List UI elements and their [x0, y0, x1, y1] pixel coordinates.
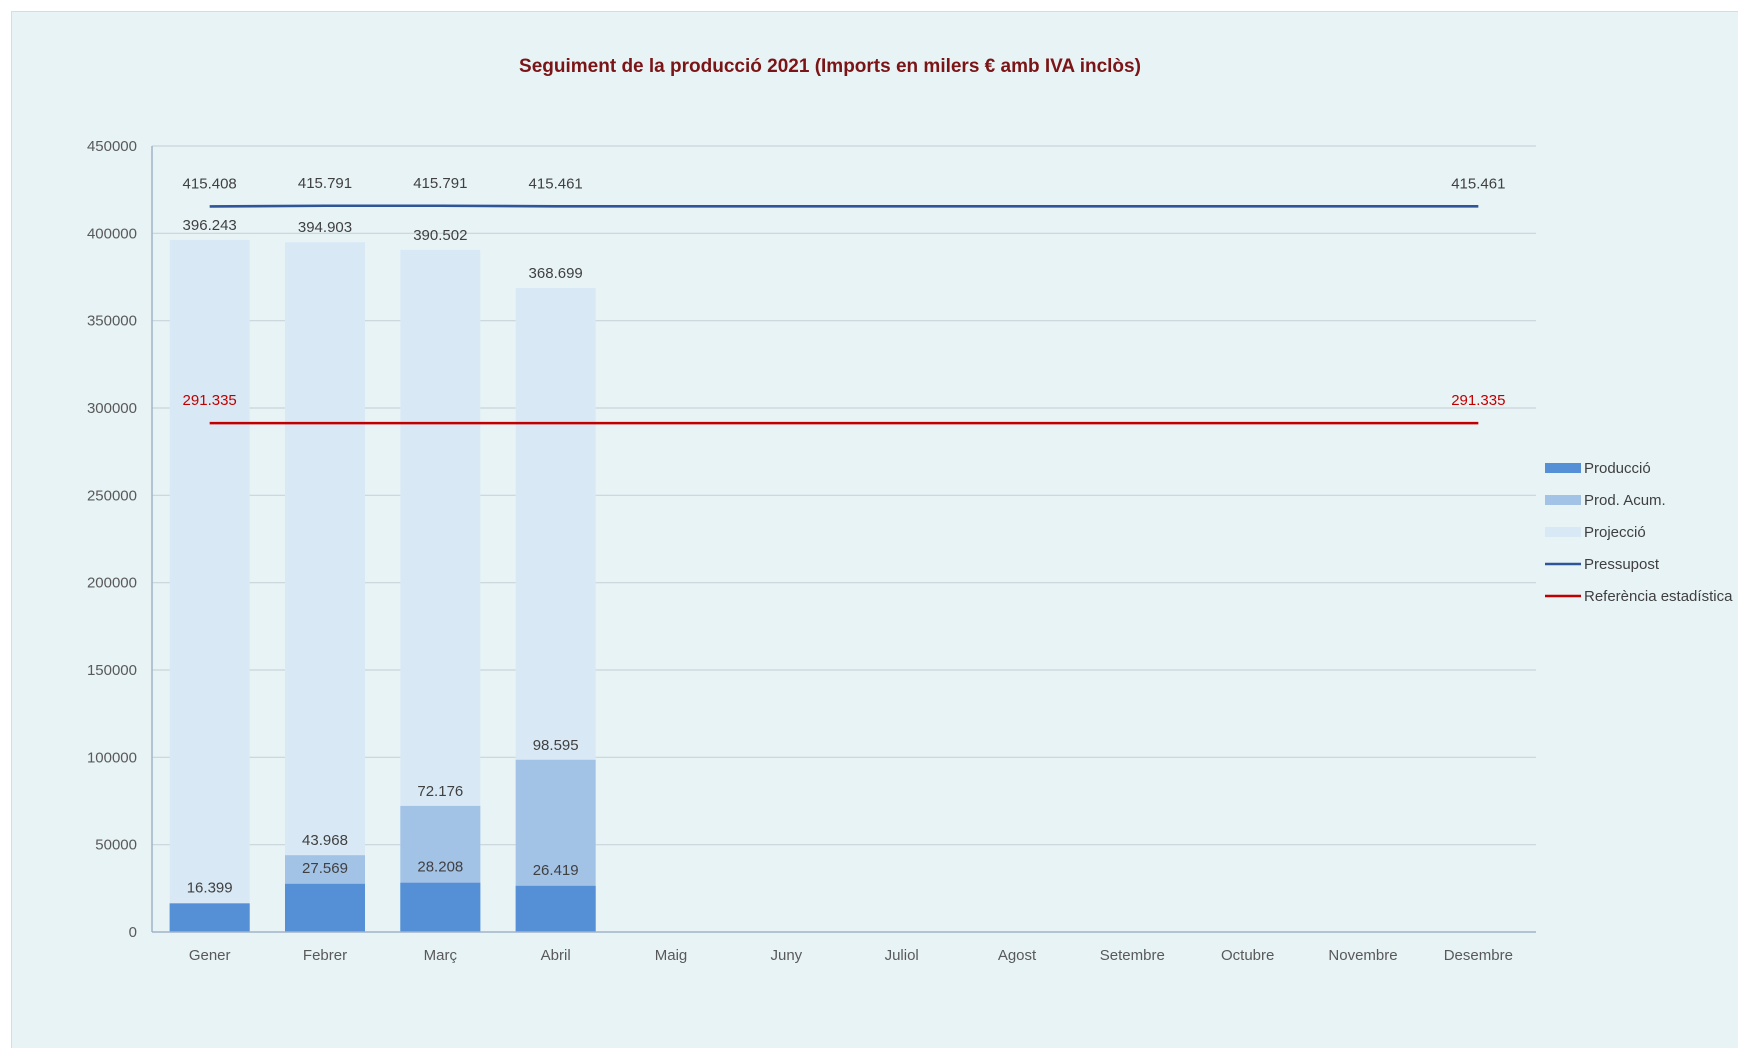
data-label-produccio: 16.399	[187, 879, 233, 896]
x-tick-label: Gener	[189, 947, 231, 964]
y-tick-label: 50000	[95, 837, 137, 854]
y-tick-label: 300000	[87, 400, 137, 417]
data-label-referencia-estadistica: 291.335	[183, 392, 237, 409]
x-tick-label: Juny	[770, 947, 802, 964]
legend-swatch-produccio	[1545, 463, 1581, 473]
y-tick-label: 250000	[87, 487, 137, 504]
data-label-produccio: 28.208	[417, 859, 463, 876]
data-label-pressupost: 415.461	[529, 175, 583, 192]
x-tick-label: Desembre	[1444, 947, 1513, 964]
legend-label: Referència estadística	[1584, 588, 1733, 605]
x-tick-label: Abril	[541, 947, 571, 964]
bar-produccio	[169, 903, 250, 932]
line-pressupost	[209, 204, 1479, 208]
y-tick-label: 400000	[87, 225, 137, 242]
x-tick-label: Març	[424, 947, 458, 964]
data-label-pressupost: 415.791	[413, 175, 467, 192]
y-tick-label: 450000	[87, 138, 137, 155]
legend-label: Pressupost	[1584, 556, 1660, 573]
data-label-projeccio: 390.502	[413, 227, 467, 244]
data-label-produccio: 27.569	[302, 860, 348, 877]
x-tick-label: Setembre	[1100, 947, 1165, 964]
bar-produccio	[515, 885, 596, 932]
data-label-projeccio: 394.903	[298, 219, 352, 236]
data-label-projeccio: 368.699	[529, 265, 583, 282]
x-tick-label: Maig	[655, 947, 688, 964]
y-tick-label: 0	[129, 924, 137, 941]
y-tick-label: 200000	[87, 575, 137, 592]
x-tick-label: Agost	[998, 947, 1037, 964]
data-label-pressupost: 415.461	[1451, 175, 1505, 192]
legend-swatch-prod-acum	[1545, 495, 1581, 505]
legend-swatch-projeccio	[1545, 527, 1581, 537]
data-label-pressupost: 415.791	[298, 175, 352, 192]
x-tick-label: Juliol	[885, 947, 919, 964]
y-tick-label: 100000	[87, 749, 137, 766]
y-tick-label: 350000	[87, 313, 137, 330]
bar-produccio	[285, 883, 365, 932]
chart-title: Seguiment de la producció 2021 (Imports …	[519, 56, 1141, 77]
data-label-prod-acum: 43.968	[302, 832, 348, 849]
bar-projeccio	[169, 239, 250, 932]
legend-label: Projecció	[1584, 524, 1646, 541]
bar-projeccio	[285, 242, 365, 933]
data-label-prod-acum: 72.176	[417, 783, 463, 800]
bar-produccio	[400, 882, 481, 932]
legend-label: Prod. Acum.	[1584, 492, 1666, 509]
x-tick-label: Novembre	[1328, 947, 1397, 964]
x-tick-label: Octubre	[1221, 947, 1274, 964]
data-label-prod-acum: 98.595	[533, 737, 579, 754]
data-label-pressupost: 415.408	[183, 175, 237, 192]
legend-label: Producció	[1584, 460, 1651, 477]
data-label-referencia-estadistica: 291.335	[1451, 392, 1505, 409]
x-tick-label: Febrer	[303, 947, 347, 964]
data-label-produccio: 26.419	[533, 862, 579, 879]
y-tick-label: 150000	[87, 662, 137, 679]
data-label-projeccio: 396.243	[183, 217, 237, 234]
